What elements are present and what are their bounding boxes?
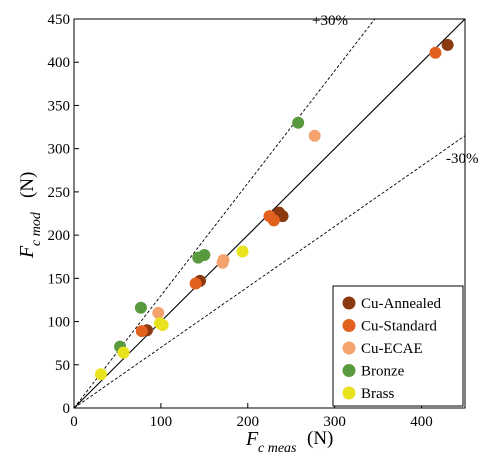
plot-frame [73,18,466,409]
point-cu-ecae [217,254,230,267]
x-tick-label: 300 [323,414,346,430]
y-tick-label: 350 [48,98,71,114]
point-brass [117,346,130,359]
point-bronze [134,301,147,314]
y-axis-label: F c mod (N) [16,172,44,259]
x-tick-label: 400 [410,414,433,430]
point-cu-ecae [152,306,165,319]
y-tick-label: 450 [48,12,71,28]
annotation-plus30: +30% [312,13,348,29]
point-cu-ecae [308,129,321,142]
point-bronze [198,248,211,261]
y-tick-label: 300 [48,142,71,158]
x-tick-label: 0 [70,414,78,430]
legend-marker-cu-ecae [342,341,356,355]
legend-label-bronze: Bronze [361,364,405,380]
legend-marker-brass [342,386,356,400]
x-tick-label: 200 [237,414,260,430]
y-tick-label: 250 [48,185,71,201]
point-cu-standard [429,46,442,59]
svg-text:c mod: c mod [29,211,44,246]
legend-marker-bronze [342,364,356,377]
svg-text:(N): (N) [307,428,333,449]
y-tick-label: 0 [63,401,71,417]
legend-label-brass: Brass [361,386,394,402]
point-brass [236,245,249,258]
y-tick-label: 200 [48,228,71,244]
point-cu-annealed [441,38,454,51]
legend: Cu-Annealed Cu-Standard Cu-ECAE Bronze Brass [332,285,464,407]
point-brass [94,368,107,381]
point-cu-standard [189,277,202,290]
legend-marker-cu-annealed [342,296,356,310]
svg-text:F: F [16,245,38,259]
svg-text:c meas: c meas [258,441,297,456]
annotation-minus30: -30% [446,151,479,167]
legend-label-cu-standard: Cu-Standard [361,319,437,335]
point-bronze [292,116,305,129]
legend-label-cu-ecae: Cu-ECAE [361,341,423,357]
svg-text:(N): (N) [17,172,38,198]
y-tick-label: 150 [48,271,71,287]
x-axis-label: F c meas (N) [245,428,333,456]
x-axis-ticks: 0 100 200 300 400 [70,403,433,430]
legend-marker-cu-standard [342,319,356,332]
point-brass [156,319,169,332]
y-axis-ticks: 0 50 100 150 200 250 300 350 400 450 [48,12,79,417]
y-tick-label: 50 [55,358,70,374]
legend-label-cu-annealed: Cu-Annealed [361,296,441,312]
data-points [94,38,454,381]
reference-line-2 [73,135,466,409]
x-tick-label: 100 [150,414,173,430]
point-cu-standard [267,214,280,227]
svg-text:F: F [245,428,259,450]
y-tick-label: 400 [48,55,71,71]
point-cu-standard [135,325,148,338]
y-tick-label: 100 [48,315,71,331]
